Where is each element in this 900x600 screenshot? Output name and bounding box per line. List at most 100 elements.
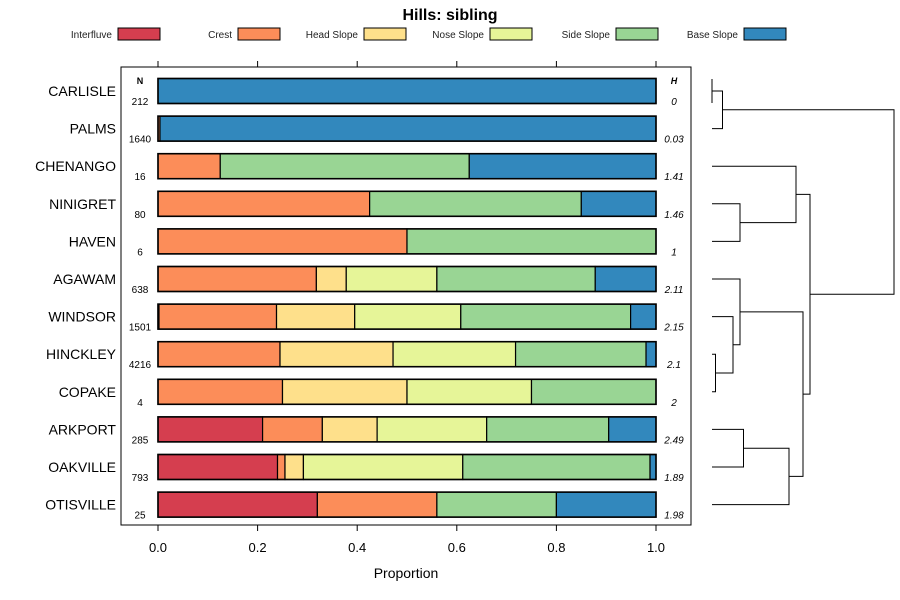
row-label-copake: COPAKE [59, 384, 116, 400]
bar-outline-copake [157, 378, 657, 406]
legend-swatch-base-slope [743, 27, 787, 41]
h-value-carlisle: 0 [671, 97, 677, 108]
bar-segment-ninigret-crest [157, 190, 371, 217]
dendrogram-link [712, 203, 741, 242]
bar-segment-otisville-base-slope [555, 491, 657, 518]
row-label-otisville: OTISVILLE [45, 497, 116, 513]
bar-segment-agawam-head-slope [315, 265, 347, 293]
row-label-agawam: AGAWAM [53, 271, 116, 287]
bar-segment-windsor-nose-slope [354, 303, 462, 330]
bar-outline-agawam [157, 265, 657, 293]
bar-segment-carlisle-base-slope [157, 77, 657, 105]
bar-segment-agawam-nose-slope [345, 265, 438, 293]
x-tick-label: 1.0 [647, 540, 665, 555]
bar-segment-hinckley-side-slope [514, 341, 647, 368]
bar-segment-agawam-crest [157, 265, 317, 293]
h-value-ninigret: 1.46 [664, 210, 684, 221]
bar-segment-windsor-head-slope [275, 303, 356, 330]
h-value-palms: 0.03 [664, 135, 684, 146]
row-label-oakville: OAKVILLE [48, 459, 116, 475]
bar-segment-hinckley-crest [157, 341, 281, 368]
dendrogram-link [712, 428, 744, 468]
bar-segment-chenango-base-slope [468, 153, 657, 180]
legend-swatch-head-slope [363, 27, 407, 41]
bar-segment-agawam-side-slope [436, 265, 596, 293]
bar-segment-oakville-interfluve [157, 453, 279, 481]
bar-segment-otisville-side-slope [436, 491, 558, 518]
bar-segment-oakville-side-slope [462, 453, 651, 481]
bar-segment-hinckley-base-slope [645, 341, 657, 368]
x-tick-label: 0.2 [249, 540, 267, 555]
bar-segment-haven-side-slope [406, 228, 657, 255]
bar-segment-agawam-base-slope [594, 265, 657, 293]
bar-segment-chenango-crest [157, 153, 221, 180]
n-value-oakville: 793 [132, 473, 149, 484]
bar-segment-otisville-interfluve [157, 491, 318, 518]
h-value-hinckley: 2.1 [666, 360, 681, 371]
dendrogram-link [712, 90, 723, 130]
bar-segment-oakville-nose-slope [302, 453, 464, 481]
h-value-windsor: 2.15 [663, 323, 684, 334]
h-column-header: H [671, 76, 678, 86]
row-label-carlisle: CARLISLE [48, 83, 116, 99]
x-tick-label: 0.0 [149, 540, 167, 555]
x-axis-title: Proportion [374, 565, 439, 581]
bar-segment-windsor-side-slope [460, 303, 632, 330]
legend-label-interfluve: Interfluve [71, 30, 113, 41]
bar-segment-arkport-nose-slope [376, 416, 488, 443]
legend-label-crest: Crest [208, 30, 232, 41]
x-tick-label: 0.6 [448, 540, 466, 555]
legend-label-base-slope: Base Slope [687, 30, 739, 41]
bar-segment-copake-nose-slope [406, 378, 533, 405]
n-value-palms: 1640 [129, 135, 152, 146]
bar-segment-ninigret-side-slope [369, 190, 582, 217]
legend: Interfluve Crest Head Slope Nose Slope Side … [71, 27, 787, 41]
n-value-hinckley: 4216 [129, 360, 152, 371]
legend-label-side-slope: Side Slope [562, 30, 611, 41]
legend-swatch-crest [237, 27, 281, 41]
row-label-chenango: CHENANGO [35, 158, 116, 174]
bar-outline-windsor [157, 303, 657, 330]
bar-segment-haven-crest [157, 228, 408, 255]
n-value-chenango: 16 [134, 172, 146, 183]
row-label-ninigret: NINIGRET [49, 196, 116, 212]
x-tick-label: 0.4 [348, 540, 366, 555]
bar-segment-chenango-side-slope [219, 153, 470, 180]
dendrogram-link [712, 353, 716, 393]
dendrogram-link [740, 311, 804, 477]
legend-label-head-slope: Head Slope [306, 30, 359, 41]
bar-outline-carlisle [157, 77, 657, 105]
n-value-windsor: 1501 [129, 323, 152, 334]
bar-segment-copake-side-slope [530, 378, 657, 405]
bar-outline-haven [157, 228, 657, 255]
n-value-agawam: 638 [132, 285, 149, 296]
bar-segment-arkport-side-slope [486, 416, 610, 443]
bar-segment-oakville-crest [276, 453, 286, 481]
n-value-copake: 4 [137, 398, 143, 409]
chart-title: Hills: sibling [402, 7, 497, 24]
h-value-haven: 1 [671, 247, 677, 258]
bar-outline-chenango [157, 152, 657, 180]
legend-swatch-nose-slope [489, 27, 533, 41]
bar-segment-copake-crest [157, 378, 284, 405]
row-label-hinckley: HINCKLEY [46, 346, 117, 362]
bar-segment-windsor-base-slope [630, 303, 657, 330]
bar-outline-arkport [157, 416, 657, 443]
bar-outline-otisville [157, 491, 657, 518]
bar-outline-oakville [157, 453, 657, 481]
dendrogram [711, 79, 895, 506]
n-column-header: N [137, 76, 144, 86]
bar-outline-hinckley [157, 340, 657, 368]
bar-segment-oakville-head-slope [284, 453, 305, 481]
dendrogram-link [712, 278, 741, 346]
plot-panel [120, 66, 692, 526]
bar-segment-otisville-crest [316, 491, 438, 518]
n-value-haven: 6 [137, 247, 143, 258]
row-label-palms: PALMS [70, 121, 116, 137]
dendrogram-link [722, 109, 895, 295]
legend-swatch-side-slope [615, 27, 659, 41]
legend-label-nose-slope: Nose Slope [432, 30, 484, 41]
h-value-arkport: 2.49 [663, 435, 684, 446]
